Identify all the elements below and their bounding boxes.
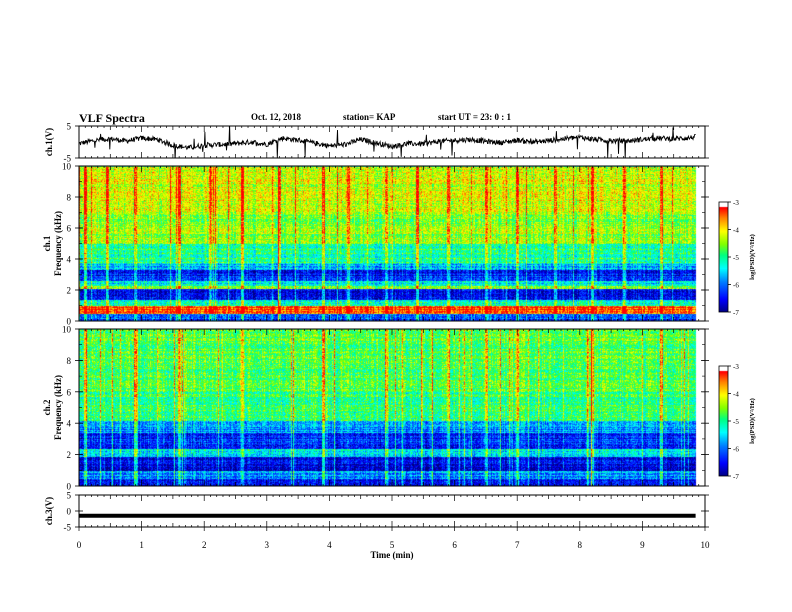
start-time-label: start UT = 23: 0 : 1 — [438, 112, 511, 122]
y-tick-label: 10 — [62, 162, 72, 172]
colorbar-tick-label-ch1: -7 — [733, 309, 739, 317]
y-tick-label: 0 — [67, 482, 72, 492]
chart-title: VLF Spectra — [79, 111, 145, 125]
x-tick-label: 8 — [578, 540, 583, 550]
colorbar-tick-label-ch1: -3 — [733, 199, 739, 207]
station-label: station= KAP — [343, 112, 396, 122]
x-tick-label: 10 — [701, 540, 711, 550]
y-tick-label: 4 — [67, 419, 72, 429]
colorbar-tick-label-ch2: -7 — [733, 473, 739, 481]
y-tick-label: 5 — [67, 491, 72, 501]
x-tick-label: 2 — [202, 540, 207, 550]
y-axis-label-ch1-spectrogram: ch.1 — [42, 235, 52, 251]
colorbar-tick-label-ch2: -5 — [733, 418, 739, 426]
colorbar-tick-label-ch1: -6 — [733, 282, 739, 290]
y-tick-label: 0 — [67, 317, 72, 327]
ch1-trace — [79, 126, 696, 158]
colorbar-label-ch1: log(PSD)(V²/Hz) — [749, 234, 756, 280]
y-tick-label: 8 — [67, 356, 72, 366]
y-tick-label: 4 — [67, 255, 72, 265]
y-axis-label-ch2-spectrogram: ch.2 — [42, 399, 52, 415]
colorbar-tick-label-ch2: -4 — [733, 391, 739, 399]
spectrogram-image-ch2 — [79, 329, 705, 486]
colorbar-tick-label-ch1: -4 — [733, 227, 739, 235]
y-tick-label: -5 — [64, 154, 72, 164]
y-tick-label: 2 — [67, 286, 72, 296]
y-tick-label: 0 — [67, 507, 72, 517]
y-tick-label: 8 — [67, 193, 72, 203]
y-tick-label: 2 — [67, 450, 72, 460]
x-tick-label: 7 — [515, 540, 520, 550]
spectrogram-image-ch1 — [79, 166, 705, 321]
colorbar-label-ch2: log(PSD)(V²/Hz) — [749, 398, 756, 444]
date-label: Oct. 12, 2018 — [251, 112, 301, 122]
y-tick-label: 5 — [67, 122, 72, 132]
x-tick-label: 3 — [265, 540, 270, 550]
x-tick-label: 6 — [452, 540, 457, 550]
x-axis-label: Time (min) — [370, 550, 413, 560]
colorbar-ch1 — [719, 202, 728, 312]
y-tick-label: -5 — [64, 523, 72, 533]
x-tick-label: 1 — [139, 540, 144, 550]
voltage-trace-ch1 — [79, 126, 696, 158]
y-axis-label-ch2-spectrogram: Frequency (kHz) — [53, 375, 63, 440]
y-tick-label: 6 — [67, 387, 72, 397]
x-tick-label: 9 — [640, 540, 645, 550]
y-axis-label-ch1-spectrogram: Frequency (kHz) — [53, 211, 63, 276]
y-tick-label: 10 — [62, 325, 72, 335]
y-axis-label-ch3-voltage: ch.3(V) — [44, 497, 54, 525]
colorbar-tick-label-ch2: -3 — [733, 363, 739, 371]
colorbar-tick-label-ch1: -5 — [733, 254, 739, 262]
y-tick-label: 6 — [67, 224, 72, 234]
y-axis-label-ch1-voltage: ch.1(V) — [44, 128, 54, 156]
colorbar-ch2 — [719, 366, 728, 476]
x-tick-label: 4 — [327, 540, 332, 550]
colorbar-tick-label-ch2: -6 — [733, 446, 739, 454]
x-tick-label: 5 — [390, 540, 395, 550]
x-tick-label: 0 — [77, 540, 82, 550]
